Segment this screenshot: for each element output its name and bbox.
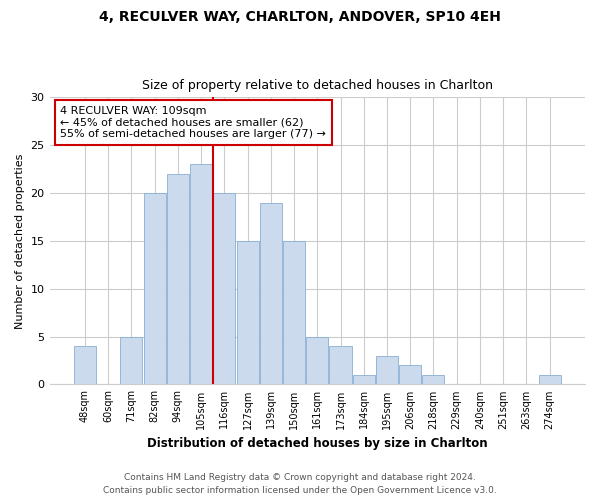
Bar	[539, 375, 560, 384]
Bar	[190, 164, 212, 384]
Bar	[376, 356, 398, 384]
Bar	[143, 193, 166, 384]
Bar	[399, 366, 421, 384]
Bar	[74, 346, 96, 385]
Bar	[236, 241, 259, 384]
Bar	[121, 336, 142, 384]
Bar	[329, 346, 352, 385]
Bar	[353, 375, 375, 384]
Bar	[306, 336, 328, 384]
Bar	[422, 375, 445, 384]
Text: Contains HM Land Registry data © Crown copyright and database right 2024.
Contai: Contains HM Land Registry data © Crown c…	[103, 474, 497, 495]
Title: Size of property relative to detached houses in Charlton: Size of property relative to detached ho…	[142, 79, 493, 92]
Bar	[167, 174, 189, 384]
Bar	[260, 202, 282, 384]
X-axis label: Distribution of detached houses by size in Charlton: Distribution of detached houses by size …	[147, 437, 488, 450]
Y-axis label: Number of detached properties: Number of detached properties	[15, 153, 25, 328]
Bar	[213, 193, 235, 384]
Text: 4, RECULVER WAY, CHARLTON, ANDOVER, SP10 4EH: 4, RECULVER WAY, CHARLTON, ANDOVER, SP10…	[99, 10, 501, 24]
Bar	[283, 241, 305, 384]
Text: 4 RECULVER WAY: 109sqm
← 45% of detached houses are smaller (62)
55% of semi-det: 4 RECULVER WAY: 109sqm ← 45% of detached…	[60, 106, 326, 139]
